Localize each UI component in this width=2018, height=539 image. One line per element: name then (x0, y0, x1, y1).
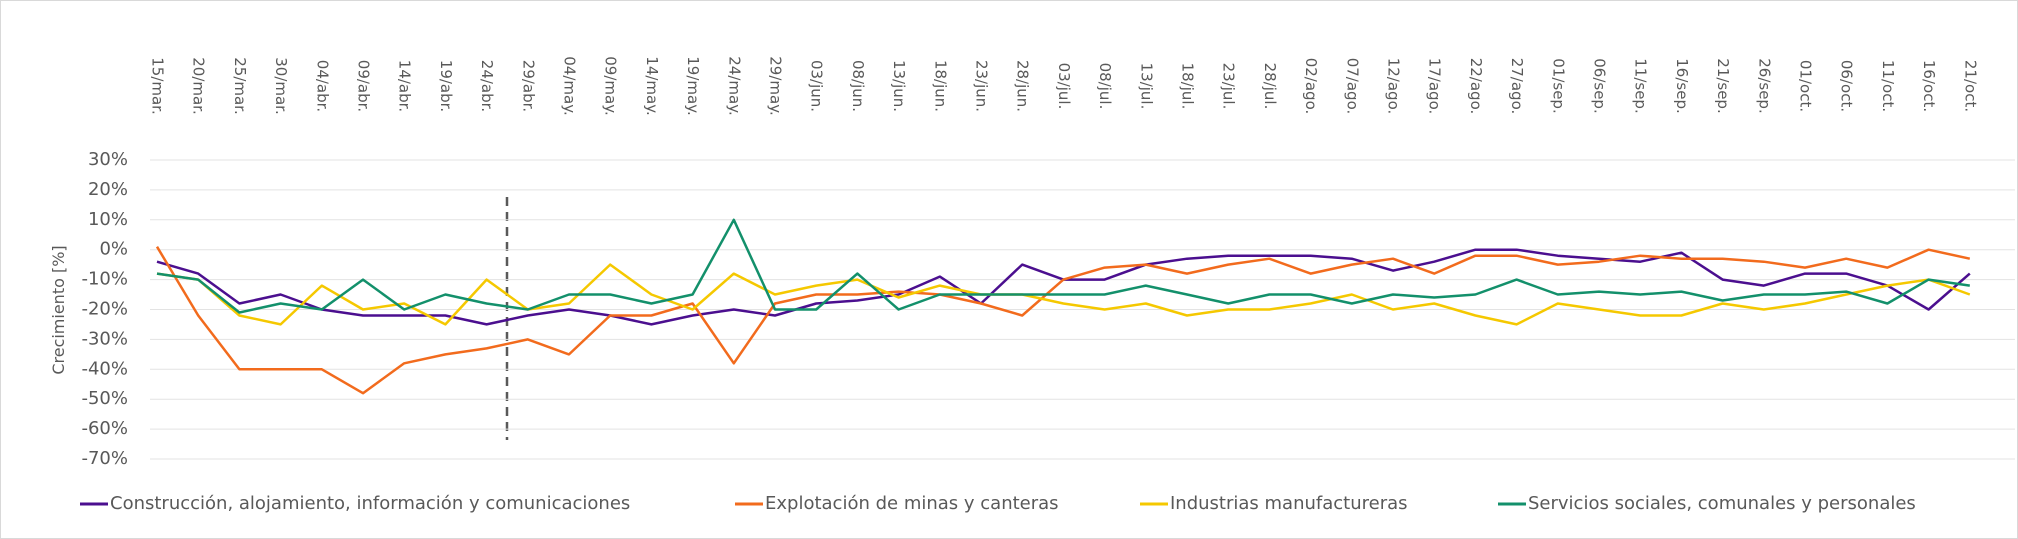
x-tick-label: 25/mar. (231, 57, 249, 115)
legend-label: Servicios sociales, comunales y personal… (1528, 493, 1916, 514)
x-tick-label: 11/oct. (1879, 60, 1897, 112)
x-tick-label: 28/jul. (1261, 63, 1279, 110)
x-tick-label: 06/oct. (1838, 60, 1856, 112)
x-tick-label: 28/jun. (1014, 60, 1032, 112)
x-tick-label: 19/abr. (437, 60, 455, 112)
x-tick-label: 01/oct. (1797, 60, 1815, 112)
x-tick-label: 01/sep. (1549, 58, 1567, 113)
y-axis-label: Crecimiento [%] (49, 245, 68, 374)
x-tick-label: 03/jul. (1055, 63, 1073, 110)
x-tick-label: 27/ago. (1508, 58, 1526, 115)
x-tick-label: 04/abr. (313, 60, 331, 112)
x-tick-label: 14/may. (643, 56, 661, 115)
y-tick-label: 30% (88, 149, 128, 170)
x-tick-label: 21/oct. (1961, 60, 1979, 112)
y-tick-label: -10% (81, 269, 128, 290)
x-tick-label: 30/mar. (272, 57, 290, 115)
x-tick-label: 23/jul. (1220, 63, 1238, 110)
x-tick-label: 11/sep. (1632, 58, 1650, 113)
y-tick-label: 0% (99, 239, 128, 260)
x-tick-label: 16/oct. (1920, 60, 1938, 112)
series-line (156, 263, 1971, 326)
legend-label: Construcción, alojamiento, información y… (110, 493, 630, 514)
series-line (156, 218, 1970, 314)
y-tick-label: -50% (81, 388, 128, 409)
y-tick-label: -70% (81, 448, 128, 469)
x-tick-label: 14/abr. (396, 60, 414, 112)
x-tick-label: 22/ago. (1467, 58, 1485, 115)
x-tick-label: 24/may. (725, 56, 743, 115)
series-line (156, 248, 1971, 326)
x-tick-label: 17/ago. (1426, 58, 1444, 115)
x-tick-label: 09/abr. (355, 60, 373, 112)
x-tick-label: 21/sep. (1714, 58, 1732, 113)
x-tick-label: 03/jun. (808, 60, 826, 112)
x-tick-label: 12/ago. (1385, 58, 1403, 115)
x-tick-label: 23/jun. (973, 60, 991, 112)
legend-label: Explotación de minas y canteras (765, 493, 1059, 514)
x-tick-label: 18/jul. (1179, 63, 1197, 110)
x-tick-label: 13/jul. (1137, 63, 1155, 110)
x-tick-label: 29/may. (767, 56, 785, 115)
x-tick-label: 08/jun. (849, 60, 867, 112)
y-tick-label: -60% (81, 418, 128, 439)
legend-label: Industrias manufactureras (1170, 493, 1408, 514)
series-line (155, 246, 1971, 395)
x-tick-label: 24/abr. (478, 60, 496, 112)
x-tick-label: 26/sep. (1755, 58, 1773, 113)
x-tick-label: 02/ago. (1302, 58, 1320, 115)
x-tick-label: 16/sep. (1673, 58, 1691, 113)
y-tick-label: 20% (88, 179, 128, 200)
x-tick-label: 04/may. (561, 56, 579, 115)
x-tick-label: 15/mar. (149, 57, 167, 115)
x-tick-label: 07/ago. (1343, 58, 1361, 115)
x-tick-label: 19/may. (684, 56, 702, 115)
x-tick-label: 06/sep. (1591, 58, 1609, 113)
y-tick-label: -30% (81, 328, 128, 349)
x-tick-label: 08/jul. (1096, 63, 1114, 110)
x-tick-label: 29/abr. (519, 60, 537, 112)
x-tick-label: 13/jun. (890, 60, 908, 112)
x-tick-label: 18/jun. (931, 60, 949, 112)
y-tick-label: -40% (81, 358, 128, 379)
y-tick-label: 10% (88, 209, 128, 230)
x-tick-label: 20/mar. (190, 57, 208, 115)
y-tick-label: -20% (81, 299, 128, 320)
x-tick-label: 09/may. (602, 56, 620, 115)
